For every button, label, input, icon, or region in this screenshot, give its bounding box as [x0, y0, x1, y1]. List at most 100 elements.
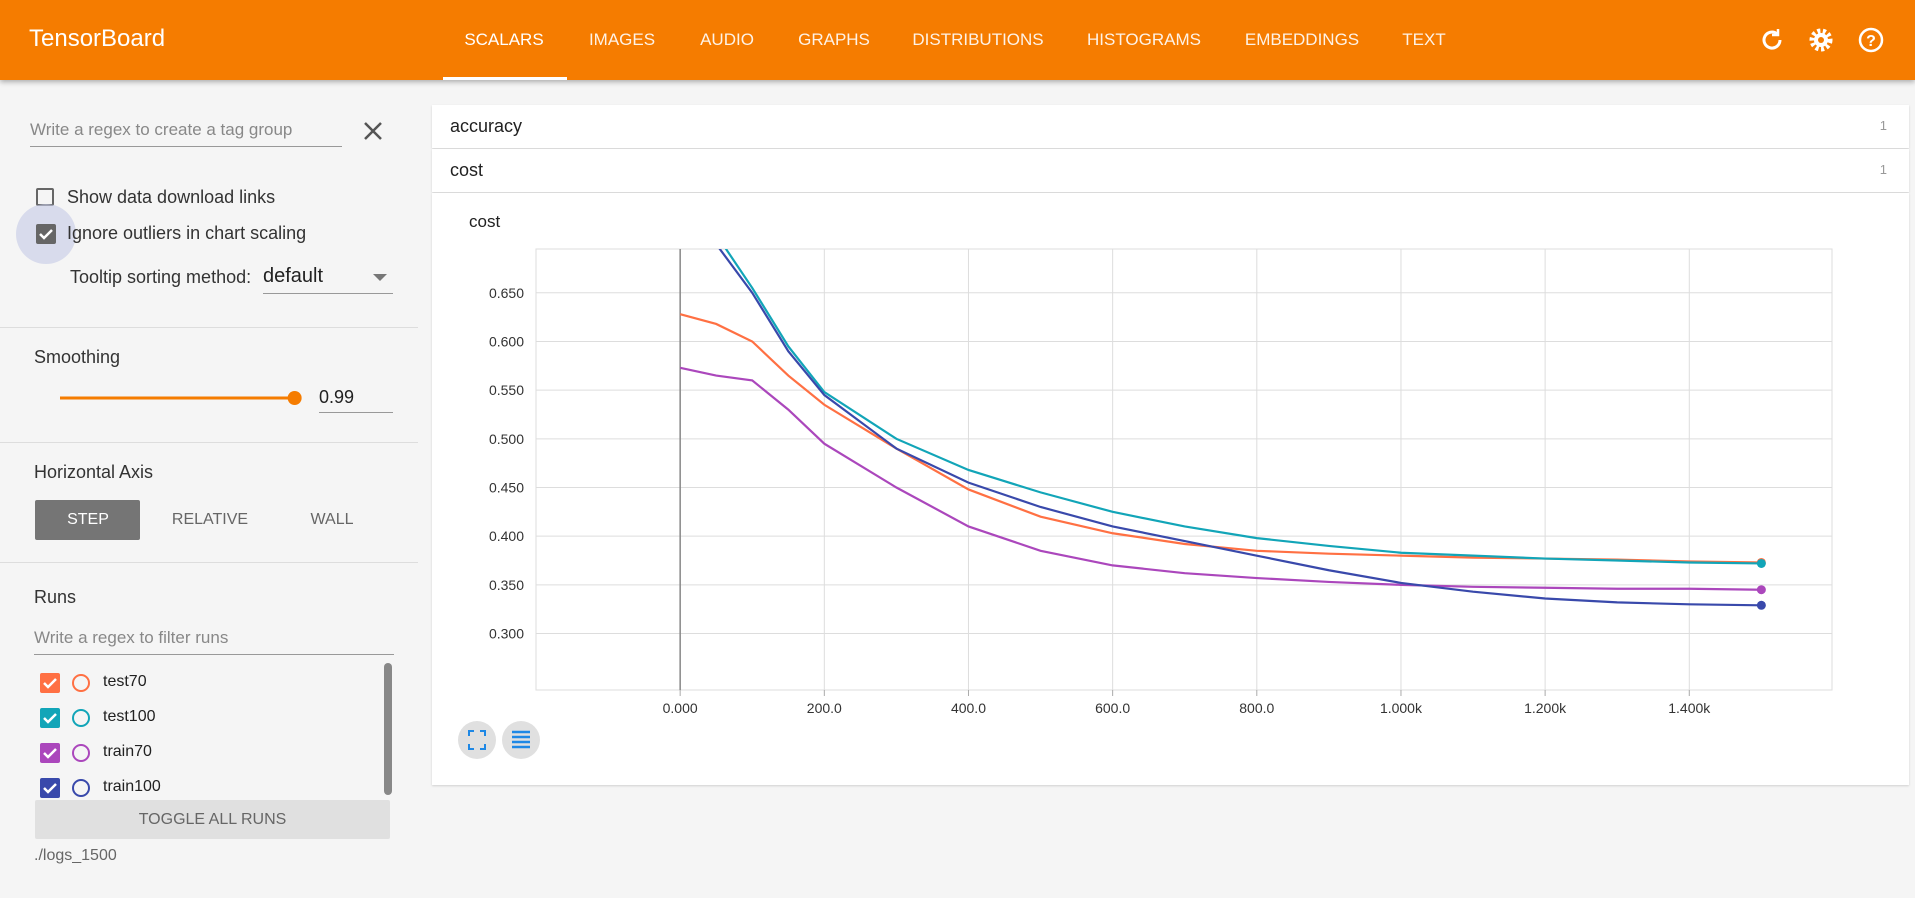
smoothing-slider[interactable] — [60, 386, 310, 410]
y-tick-label: 0.550 — [489, 382, 524, 398]
dropdown[interactable]: default — [263, 265, 393, 294]
toggle-all-button[interactable]: TOGGLE ALL RUNS — [35, 800, 390, 839]
tab[interactable]: DISTRIBUTIONS — [912, 30, 1044, 49]
help-icon[interactable]: ? — [1858, 27, 1884, 53]
slider-knob — [287, 391, 302, 405]
divider — [0, 562, 418, 563]
scrollbar — [384, 663, 392, 795]
svg-text:?: ? — [1866, 33, 1876, 50]
x-tick-label: 0.000 — [663, 700, 698, 716]
chart-title: cost — [469, 212, 500, 231]
checkbox-label: Show data download links — [67, 187, 276, 207]
run-checkbox — [40, 743, 90, 763]
settings-icon[interactable] — [1809, 28, 1833, 52]
checkmark — [43, 783, 57, 794]
run-row[interactable]: test70 — [0, 668, 380, 698]
run-color-indicator — [72, 674, 90, 692]
checkbox-box — [40, 743, 60, 763]
run-checkbox — [40, 673, 90, 693]
logdir: ./logs_1500 — [34, 847, 117, 864]
axis-button-active[interactable] — [35, 500, 140, 540]
run-row[interactable]: train100 — [0, 773, 380, 803]
run-row[interactable]: train70 — [0, 738, 380, 768]
toolbar-icons: ? — [1762, 27, 1884, 53]
tab[interactable]: HISTOGRAMS — [1087, 30, 1201, 49]
dropdown-arrow — [373, 274, 387, 281]
tag-group-count: 1 — [1879, 118, 1887, 133]
divider — [0, 327, 418, 328]
endpoint — [1756, 600, 1766, 610]
x-tick-label: 800.0 — [1239, 700, 1274, 716]
run-color-indicator — [72, 709, 90, 727]
chart: cost 0.300 0.350 0.400 0.450 0.500 0.550 0.600… — [458, 212, 1833, 759]
run-color-indicator — [72, 744, 90, 762]
series-line — [718, 249, 1762, 607]
endpoint — [1756, 585, 1766, 595]
dropdown-value: default — [263, 265, 324, 287]
run-name: test100 — [103, 708, 156, 725]
y-tick-label: 0.600 — [489, 333, 524, 349]
tag-group-name: cost — [450, 160, 484, 180]
tooltip-label: Tooltip sorting method: — [70, 267, 252, 287]
y-tick-label: 0.350 — [489, 577, 524, 593]
x-tick-label: 400.0 — [951, 700, 986, 716]
header: TensorBoard SCALARS IMAGES AUDIO GRAPHS … — [0, 0, 1915, 80]
run-checkbox — [40, 708, 90, 728]
series-line — [724, 249, 1762, 565]
fullscreen-button[interactable] — [458, 721, 496, 759]
tab[interactable]: TEXT — [1402, 30, 1446, 49]
tab[interactable]: GRAPHS — [798, 30, 870, 49]
run-color-indicator — [72, 779, 90, 797]
run-row[interactable]: test100 — [0, 703, 380, 733]
checkbox-box — [40, 673, 60, 693]
section-title: Runs — [34, 587, 77, 607]
y-tick-label: 0.300 — [489, 626, 524, 642]
axis-option[interactable]: WALL — [310, 511, 354, 528]
checkmark — [43, 678, 57, 689]
tab[interactable]: EMBEDDINGS — [1244, 30, 1360, 49]
x-tick-label: 1.200k — [1524, 700, 1567, 716]
checkbox-box — [40, 778, 60, 798]
app-title: TensorBoard — [29, 25, 166, 52]
tab[interactable]: AUDIO — [700, 30, 754, 49]
section-title: Horizontal Axis — [34, 462, 154, 482]
axis-option[interactable]: RELATIVE — [171, 511, 249, 528]
chart-card: cost 0.300 0.350 0.400 0.450 0.500 0.550 0.600… — [432, 193, 1909, 785]
x-tick-label: 1.000k — [1380, 700, 1423, 716]
checkbox-label: Ignore outliers in chart scaling — [67, 223, 307, 243]
endpoint — [1756, 558, 1766, 568]
x-tick-label: 200.0 — [807, 700, 842, 716]
tag-group-count: 1 — [1879, 162, 1887, 177]
tag-group-name: accuracy — [450, 116, 523, 136]
reload-icon[interactable] — [1762, 29, 1782, 50]
checkmark — [43, 748, 57, 759]
runs-filter[interactable]: Write a regex to filter runs — [34, 628, 394, 655]
y-tick-label: 0.450 — [489, 480, 524, 496]
y-tick-label: 0.400 — [489, 528, 524, 544]
tag-filter[interactable]: Write a regex to create a tag group — [30, 120, 342, 147]
x-tick-label: 600.0 — [1095, 700, 1130, 716]
y-tick-label: 0.650 — [489, 285, 524, 301]
smoothing-input[interactable]: 0.99 — [319, 387, 393, 413]
clear-icon[interactable] — [362, 120, 384, 142]
checkbox-box — [40, 708, 60, 728]
checkmark — [43, 713, 57, 724]
run-name: train100 — [103, 778, 161, 795]
x-tick-label: 1.400k — [1668, 700, 1711, 716]
tag-group[interactable]: cost 1 — [432, 149, 1909, 192]
tab-indicator — [443, 77, 567, 80]
divider — [0, 442, 418, 443]
series-line — [679, 366, 1762, 591]
tag-group[interactable]: accuracy 1 — [432, 105, 1909, 148]
run-checkbox — [40, 778, 90, 798]
checkbox[interactable] — [36, 224, 56, 244]
section-title: Smoothing — [34, 347, 121, 367]
run-name: test70 — [103, 673, 147, 690]
tab[interactable]: IMAGES — [588, 30, 656, 49]
y-tick-label: 0.500 — [489, 431, 524, 447]
runs-list: test70 test100 train70 train100 — [0, 660, 418, 798]
data-table-button[interactable] — [502, 721, 540, 759]
tab[interactable]: SCALARS — [464, 30, 544, 49]
plot-frame — [535, 248, 1833, 691]
